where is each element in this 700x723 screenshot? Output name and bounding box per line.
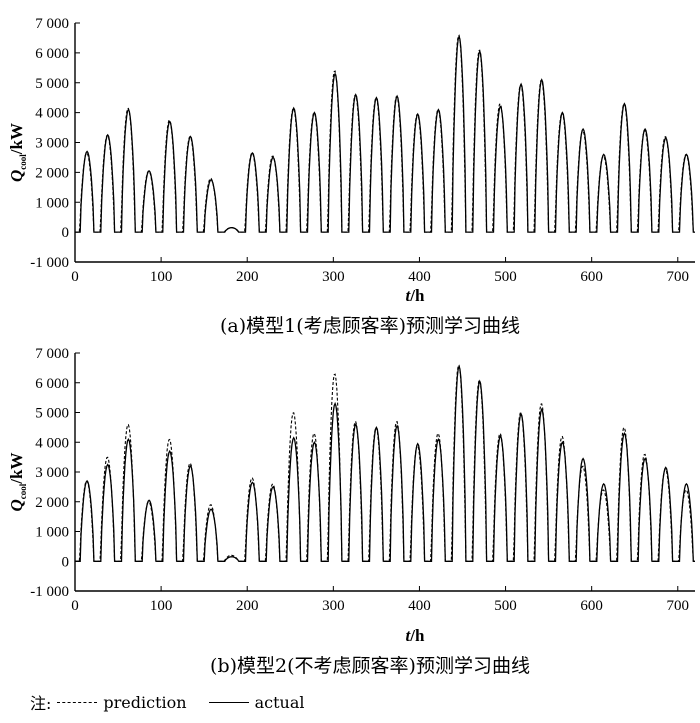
y-tick-label: 6 000 bbox=[35, 376, 69, 392]
y-axis-title: Qcool/kW bbox=[7, 453, 28, 512]
x-tick-label: 700 bbox=[667, 598, 690, 614]
legend-prefix: 注: bbox=[30, 694, 52, 713]
series-line-actual bbox=[75, 34, 695, 233]
y-tick-label: 4 000 bbox=[35, 435, 69, 451]
y-tick-label: -1 000 bbox=[30, 255, 69, 271]
legend-swatch-prediction bbox=[57, 701, 98, 703]
y-tick-label: 2 000 bbox=[35, 495, 69, 511]
x-tick-label: 500 bbox=[494, 598, 517, 614]
x-axis-title: t/h bbox=[406, 626, 425, 645]
x-tick-label: 300 bbox=[322, 598, 345, 614]
y-tick-label: 1 000 bbox=[35, 195, 69, 211]
x-tick-label: 400 bbox=[408, 269, 431, 285]
series-line-prediction bbox=[75, 34, 695, 233]
y-tick-label: 6 000 bbox=[35, 46, 69, 62]
x-tick-label: 200 bbox=[236, 598, 259, 614]
series-line-prediction bbox=[75, 364, 695, 562]
x-tick-label: 0 bbox=[71, 598, 79, 614]
y-tick-label: 0 bbox=[62, 554, 70, 570]
y-tick-label: -1 000 bbox=[30, 584, 69, 600]
x-tick-label: 100 bbox=[150, 269, 173, 285]
legend-label-actual: actual bbox=[254, 692, 305, 712]
panel-caption-b: (b)模型2(不考虑顾客率)预测学习曲线 bbox=[210, 655, 530, 677]
y-tick-label: 2 000 bbox=[35, 165, 69, 181]
x-tick-label: 400 bbox=[408, 598, 431, 614]
y-axis-title: Qcool/kW bbox=[7, 123, 28, 182]
legend-swatch-actual bbox=[208, 701, 249, 703]
x-tick-label: 600 bbox=[580, 598, 603, 614]
x-tick-label: 300 bbox=[322, 269, 345, 285]
y-tick-label: 5 000 bbox=[35, 76, 69, 92]
y-tick-label: 3 000 bbox=[35, 136, 69, 152]
y-tick-label: 7 000 bbox=[35, 16, 69, 32]
series-line-actual bbox=[75, 364, 695, 562]
y-tick-label: 4 000 bbox=[35, 106, 69, 122]
y-tick-label: 3 000 bbox=[35, 465, 69, 481]
y-tick-label: 5 000 bbox=[35, 406, 69, 422]
x-tick-label: 0 bbox=[71, 269, 79, 285]
y-tick-label: 0 bbox=[62, 225, 70, 241]
x-tick-label: 600 bbox=[580, 269, 603, 285]
x-tick-label: 100 bbox=[150, 598, 173, 614]
x-tick-label: 500 bbox=[494, 269, 517, 285]
y-tick-label: 1 000 bbox=[35, 525, 69, 541]
legend: 注: prediction actual bbox=[30, 690, 304, 714]
x-tick-label: 700 bbox=[667, 269, 690, 285]
panel-caption-a: (a)模型1(考虑顾客率)预测学习曲线 bbox=[220, 315, 520, 337]
x-axis-title: t/h bbox=[406, 286, 425, 305]
legend-label-prediction: prediction bbox=[103, 692, 187, 712]
y-tick-label: 7 000 bbox=[35, 346, 69, 362]
x-tick-label: 200 bbox=[236, 269, 259, 285]
